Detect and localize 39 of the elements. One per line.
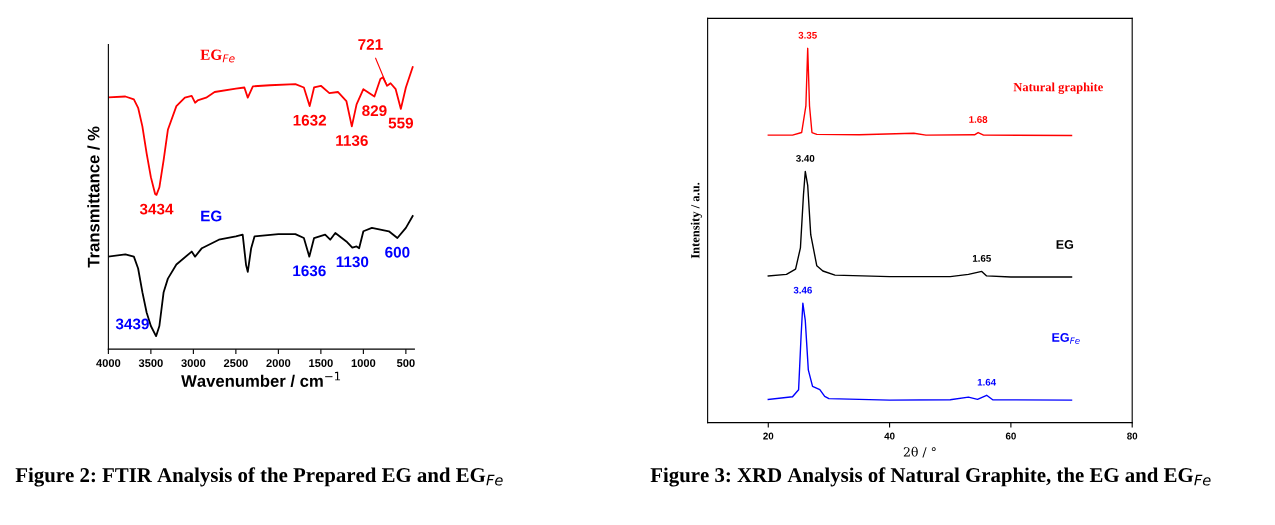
- series-label: EG: [201, 210, 222, 222]
- x-axis-title: 2θ / °: [903, 446, 936, 458]
- text: EG$_{Fe}$: [1052, 333, 1080, 344]
- annotation: 600: [385, 246, 410, 258]
- annotation: 3.35: [798, 31, 817, 39]
- text: Natural graphite: [1013, 82, 1103, 94]
- annotation: 1636: [293, 265, 326, 277]
- x-tick-label: 80: [1127, 432, 1138, 440]
- y-axis-title: Intensity / a.u.: [690, 182, 703, 259]
- annotation: 559: [388, 117, 414, 129]
- x-tick-label: 2000: [266, 359, 291, 368]
- annotation: 3434: [139, 203, 174, 215]
- annotation: 1136: [336, 135, 368, 147]
- x-tick-label: 3500: [138, 359, 163, 368]
- annotation: 1.68: [969, 116, 988, 123]
- text: Figure 2: FTIR Analysis of the Prepared EG and EG$_{Fe}$: [15, 467, 503, 487]
- annotation: 3.46: [793, 286, 812, 294]
- x-axis-title: Wavenumber / cm$^{−1}$: [181, 371, 341, 388]
- x-tick-label: 60: [1005, 432, 1016, 440]
- text: Figure 3: XRD Analysis of Natural Graphite, the EG and EG$_{Fe}$: [650, 467, 1211, 487]
- x-tick-label: 20: [763, 432, 774, 440]
- annotation: 721: [358, 39, 383, 50]
- annotation: 1130: [336, 256, 369, 268]
- x-tick-label: 1000: [351, 359, 376, 368]
- annotation: 1.64: [977, 378, 997, 386]
- x-tick-label: 2500: [223, 359, 248, 368]
- x-tick-label: 4000: [96, 359, 121, 368]
- x-tick-label: 3000: [181, 359, 206, 368]
- x-tick-label: 500: [396, 359, 415, 368]
- series-label: EG$_{Fe}$: [200, 49, 235, 63]
- x-tick-label: 1500: [309, 359, 333, 368]
- x-tick-label: 40: [884, 432, 895, 440]
- annotation: 829: [362, 105, 387, 117]
- annotation: 3.40: [796, 154, 815, 162]
- annotation: 1632: [293, 114, 327, 126]
- annotation: 3439: [115, 318, 149, 330]
- text: EG: [1056, 240, 1074, 249]
- y-axis-title: Transmittance / %: [87, 126, 100, 268]
- annotation: 1.65: [972, 254, 991, 262]
